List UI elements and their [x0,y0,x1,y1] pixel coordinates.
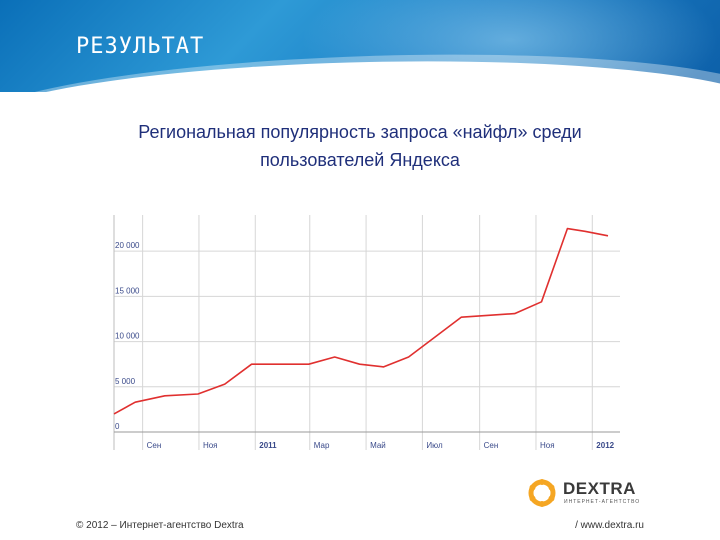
y-tick-label: 15 000 [115,286,140,295]
dextra-logo: DEXTRA ИНТЕРНЕТ-АГЕНТСТВО [527,478,647,508]
dextra-gear-icon [528,479,556,507]
slide-title: РЕЗУЛЬТАТ [76,34,205,59]
chart-title-line-2: пользователей Яндекса [260,150,460,170]
y-tick-label: 20 000 [115,241,140,250]
x-tick-label: 2012 [596,441,614,450]
x-tick-label: Сен [484,441,499,450]
x-tick-label: Мар [314,441,330,450]
chart-title: Региональная популярность запроса «найфл… [60,118,660,174]
footer-copyright: © 2012 – Интернет-агентство Dextra [76,520,244,531]
x-tick-label: 2011 [259,441,277,450]
header-banner [0,0,720,92]
y-tick-label: 5 000 [115,377,136,386]
x-tick-label: Июл [426,441,443,450]
logo-name: DEXTRA [563,479,636,498]
x-tick-label: Ноя [540,441,555,450]
x-tick-label: Ноя [203,441,218,450]
chart-title-line-1: Региональная популярность запроса «найфл… [138,122,582,142]
y-tick-label: 0 [115,422,120,431]
x-tick-label: Май [370,441,386,450]
x-tick-label: Сен [147,441,162,450]
logo-tagline: ИНТЕРНЕТ-АГЕНТСТВО [564,499,641,505]
footer-website: / www.dextra.ru [575,520,644,531]
y-tick-label: 10 000 [115,332,140,341]
series-line-0 [113,227,609,415]
